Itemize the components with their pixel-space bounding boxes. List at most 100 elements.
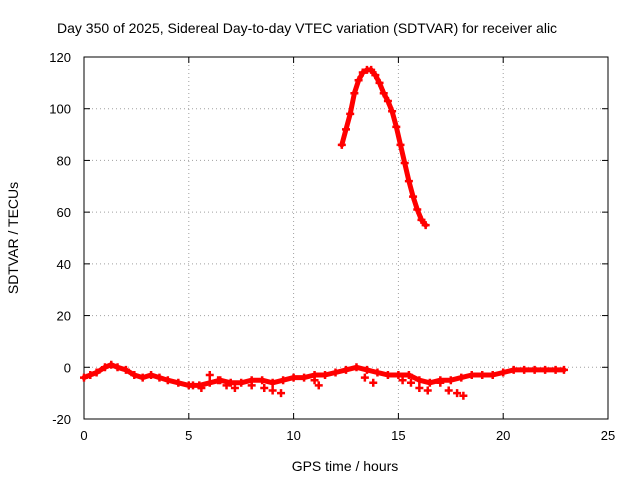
data-point xyxy=(352,363,361,372)
data-point xyxy=(342,125,350,134)
data-point xyxy=(310,376,319,385)
data-point xyxy=(337,140,346,149)
data-point xyxy=(362,365,371,374)
data-point xyxy=(155,373,164,382)
data-point xyxy=(415,383,424,392)
data-point xyxy=(520,365,529,374)
data-point xyxy=(247,381,256,390)
data-point xyxy=(138,373,147,382)
data-point xyxy=(174,378,183,387)
data-point xyxy=(478,371,487,380)
data-point xyxy=(413,205,422,214)
data-point xyxy=(488,371,497,380)
y-tick-label: 40 xyxy=(57,257,71,272)
data-point xyxy=(188,381,197,390)
data-point xyxy=(392,122,401,131)
data-point xyxy=(421,221,430,230)
data-point xyxy=(499,368,508,377)
data-point xyxy=(205,371,214,380)
data-point xyxy=(197,383,206,392)
x-tick-label: 25 xyxy=(601,428,615,443)
data-point xyxy=(409,192,418,201)
data-point xyxy=(388,107,397,116)
x-tick-label: 10 xyxy=(286,428,300,443)
data-point xyxy=(350,89,359,98)
x-axis-ticks: 0 5 10 15 20 25 xyxy=(80,57,615,443)
data-point xyxy=(121,365,130,374)
x-tick-label: 0 xyxy=(80,428,87,443)
y-tick-label: 80 xyxy=(57,153,71,168)
y-tick-label: 100 xyxy=(49,102,71,117)
data-point xyxy=(360,373,369,382)
data-point xyxy=(453,389,462,398)
data-point xyxy=(130,371,139,380)
data-point xyxy=(379,89,388,98)
data-point xyxy=(342,365,350,374)
data-point xyxy=(268,386,277,395)
data-point xyxy=(383,371,392,380)
data-point xyxy=(417,215,426,224)
data-point xyxy=(446,376,455,385)
data-point xyxy=(222,381,231,390)
data-point xyxy=(147,371,156,380)
data-point xyxy=(358,68,367,77)
data-point xyxy=(367,65,376,74)
data-point xyxy=(415,376,424,385)
data-point xyxy=(354,76,363,85)
y-tick-label: 120 xyxy=(49,50,71,65)
data-point xyxy=(113,363,122,372)
series-lower-scatter xyxy=(188,371,468,400)
data-point xyxy=(541,365,550,374)
data-point xyxy=(444,386,453,395)
data-point xyxy=(369,378,378,387)
data-point xyxy=(277,389,286,398)
data-point xyxy=(396,140,405,149)
x-axis-label: GPS time / hours xyxy=(292,458,399,474)
data-point xyxy=(258,376,267,385)
data-point xyxy=(559,365,568,374)
series-peak-arc xyxy=(337,65,430,230)
data-point xyxy=(86,371,95,380)
data-point xyxy=(260,383,269,392)
x-tick-label: 5 xyxy=(185,428,192,443)
y-axis-label: SDTVAR / TECUs xyxy=(5,182,21,294)
data-point xyxy=(373,368,382,377)
data-point xyxy=(425,378,434,387)
plot-frame xyxy=(83,56,609,420)
data-point xyxy=(300,373,309,382)
data-point xyxy=(80,373,88,382)
x-tick-label: 20 xyxy=(496,428,510,443)
x-tick-label: 15 xyxy=(391,428,405,443)
y-tick-label: 20 xyxy=(57,309,71,324)
series-baseline xyxy=(80,360,568,390)
data-point xyxy=(230,383,239,392)
data-point xyxy=(398,376,407,385)
series-layer xyxy=(80,65,568,400)
data-point xyxy=(383,96,392,105)
data-point xyxy=(404,371,413,380)
data-point xyxy=(214,376,223,385)
data-point xyxy=(404,177,413,186)
data-point xyxy=(321,371,330,380)
data-point xyxy=(314,381,323,390)
data-point xyxy=(551,365,560,374)
data-point xyxy=(530,365,539,374)
data-point xyxy=(289,373,298,382)
data-point xyxy=(371,71,380,80)
data-point xyxy=(346,109,355,118)
data-point xyxy=(268,378,277,387)
grid xyxy=(84,57,608,419)
y-tick-label: 0 xyxy=(64,360,71,375)
data-point xyxy=(163,376,172,385)
data-point xyxy=(457,373,466,382)
data-point xyxy=(467,371,476,380)
data-point xyxy=(459,391,468,400)
data-point xyxy=(509,365,518,374)
data-point xyxy=(375,78,384,87)
chart-title: Day 350 of 2025, Sidereal Day-to-day VTE… xyxy=(57,20,557,36)
y-axis-ticks: -20 0 20 40 60 80 100 120 xyxy=(49,50,608,427)
data-point xyxy=(279,376,288,385)
data-point xyxy=(423,386,432,395)
data-point xyxy=(205,378,214,387)
y-tick-label: -20 xyxy=(52,412,71,427)
